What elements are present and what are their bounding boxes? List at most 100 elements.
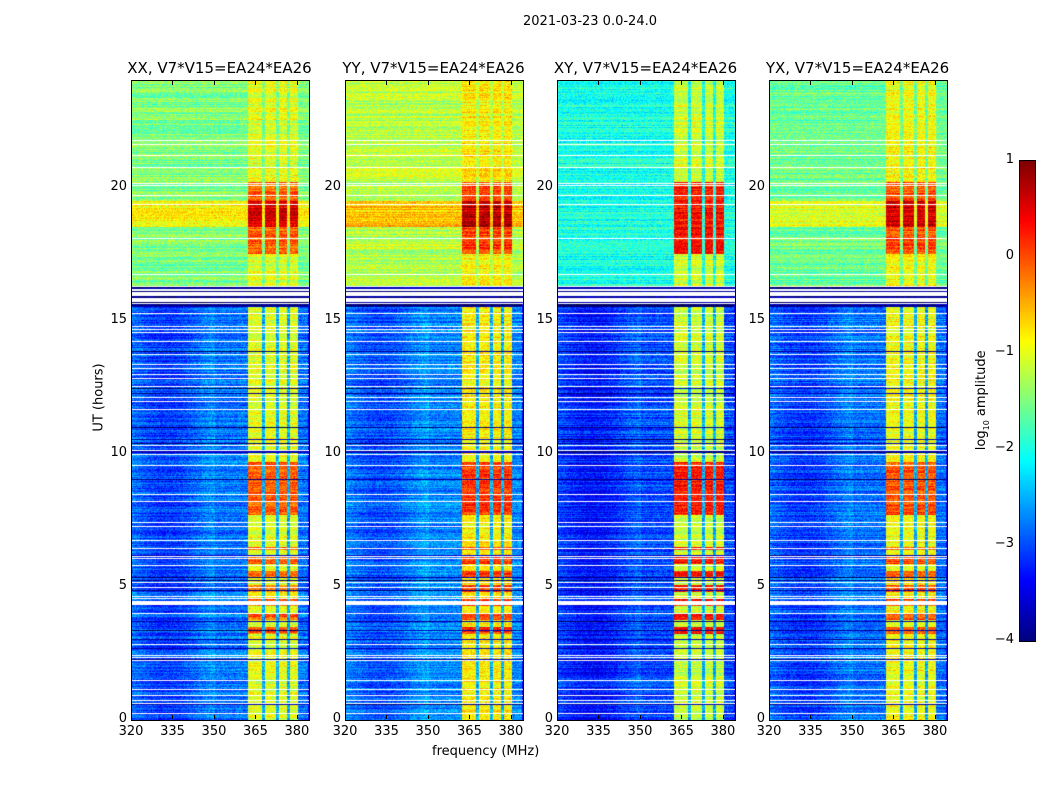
colorbar-tick-label: −4 xyxy=(994,632,1014,647)
y-tick-label: 5 xyxy=(332,577,341,593)
spectrogram-panel-4 xyxy=(769,80,948,721)
x-tick-mark xyxy=(427,81,429,85)
x-tick-mark xyxy=(469,715,471,719)
y-tick-label: 0 xyxy=(332,711,341,726)
y-tick-label: 10 xyxy=(110,444,127,460)
x-tick-mark xyxy=(810,715,812,719)
x-tick-mark xyxy=(386,715,388,719)
x-tick-mark xyxy=(510,81,512,85)
x-tick-label: 365 xyxy=(243,724,268,739)
x-tick-mark xyxy=(934,715,936,719)
x-tick-label: 365 xyxy=(881,724,906,739)
x-tick-mark xyxy=(851,81,853,85)
x-tick-label: 350 xyxy=(627,724,653,739)
heatmap-image xyxy=(132,81,309,720)
x-tick-mark xyxy=(639,81,641,85)
x-tick-mark xyxy=(213,715,215,719)
y-tick-label: 20 xyxy=(324,178,341,194)
x-tick-label: 335 xyxy=(374,724,399,739)
x-tick-label: 335 xyxy=(798,724,823,739)
x-tick-mark xyxy=(345,715,346,719)
y-tick-label: 20 xyxy=(110,178,127,194)
x-tick-label: 320 xyxy=(118,724,144,739)
x-tick-mark xyxy=(722,81,724,85)
x-tick-label: 380 xyxy=(710,724,736,739)
x-tick-mark xyxy=(172,81,174,85)
x-tick-mark xyxy=(213,81,215,85)
figure-title: 2021-03-23 0.0-24.0 xyxy=(523,14,657,29)
x-tick-mark xyxy=(557,715,558,719)
y-tick-label: 5 xyxy=(544,577,553,593)
spectrogram-panel-3 xyxy=(557,80,736,721)
x-tick-label: 320 xyxy=(544,724,570,739)
x-tick-mark xyxy=(172,715,174,719)
x-tick-mark xyxy=(934,81,936,85)
colorbar-label-log: log xyxy=(974,430,990,451)
x-tick-label: 365 xyxy=(457,724,482,739)
x-tick-label: 320 xyxy=(756,724,782,739)
x-tick-mark xyxy=(769,81,770,85)
heatmap-image xyxy=(346,81,523,720)
x-tick-mark xyxy=(296,81,298,85)
x-tick-label: 335 xyxy=(160,724,185,739)
y-tick-label: 10 xyxy=(748,444,765,460)
x-tick-mark xyxy=(345,81,346,85)
y-tick-label: 20 xyxy=(536,178,553,194)
heatmap-image xyxy=(558,81,735,720)
x-tick-mark xyxy=(893,715,895,719)
x-tick-mark xyxy=(639,715,641,719)
y-tick-label: 0 xyxy=(118,711,127,726)
x-tick-label: 365 xyxy=(669,724,694,739)
x-tick-mark xyxy=(386,81,388,85)
x-tick-mark xyxy=(557,81,558,85)
colorbar-label-base: 10 xyxy=(981,420,991,431)
spectrogram-panel-2 xyxy=(345,80,524,721)
panel-title: YY, V7*V15=EA24*EA26 xyxy=(342,59,525,77)
panel-title: YX, V7*V15=EA24*EA26 xyxy=(765,59,950,77)
x-tick-label: 320 xyxy=(332,724,358,739)
x-tick-mark xyxy=(851,715,853,719)
x-axis-label: frequency (MHz) xyxy=(432,744,540,759)
heatmap-image xyxy=(770,81,947,720)
x-tick-mark xyxy=(255,81,257,85)
x-tick-mark xyxy=(131,81,132,85)
y-tick-label: 20 xyxy=(748,178,765,194)
x-tick-mark xyxy=(131,715,132,719)
x-tick-label: 380 xyxy=(498,724,524,739)
x-tick-label: 380 xyxy=(284,724,310,739)
x-tick-mark xyxy=(722,715,724,719)
x-tick-label: 350 xyxy=(415,724,441,739)
y-tick-label: 0 xyxy=(756,711,765,726)
colorbar xyxy=(1019,160,1036,642)
x-tick-mark xyxy=(598,715,600,719)
colorbar-label: log10 amplitude xyxy=(974,348,991,453)
colorbar-label-rest: amplitude xyxy=(974,350,990,421)
y-tick-label: 15 xyxy=(110,311,127,327)
y-tick-label: 15 xyxy=(324,311,341,327)
x-tick-mark xyxy=(255,715,257,719)
y-tick-label: 15 xyxy=(536,311,553,327)
colorbar-tick-label: −3 xyxy=(994,536,1014,551)
x-tick-mark xyxy=(810,81,812,85)
colorbar-tick-label: −1 xyxy=(994,344,1014,359)
x-tick-label: 350 xyxy=(839,724,865,739)
y-tick-label: 0 xyxy=(544,711,553,726)
colorbar-tick-label: −2 xyxy=(994,440,1014,455)
x-tick-mark xyxy=(469,81,471,85)
y-tick-label: 10 xyxy=(324,444,341,460)
y-tick-label: 5 xyxy=(118,577,127,593)
x-tick-label: 380 xyxy=(922,724,948,739)
x-tick-label: 335 xyxy=(586,724,611,739)
y-axis-label: UT (hours) xyxy=(91,363,107,432)
x-tick-mark xyxy=(427,715,429,719)
x-tick-mark xyxy=(510,715,512,719)
y-tick-label: 15 xyxy=(748,311,765,327)
panel-title: XX, V7*V15=EA24*EA26 xyxy=(127,59,312,77)
y-tick-label: 10 xyxy=(536,444,553,460)
colorbar-tick-label: 0 xyxy=(1005,248,1014,263)
x-tick-mark xyxy=(296,715,298,719)
x-tick-mark xyxy=(893,81,895,85)
y-tick-label: 5 xyxy=(756,577,765,593)
x-tick-mark xyxy=(598,81,600,85)
